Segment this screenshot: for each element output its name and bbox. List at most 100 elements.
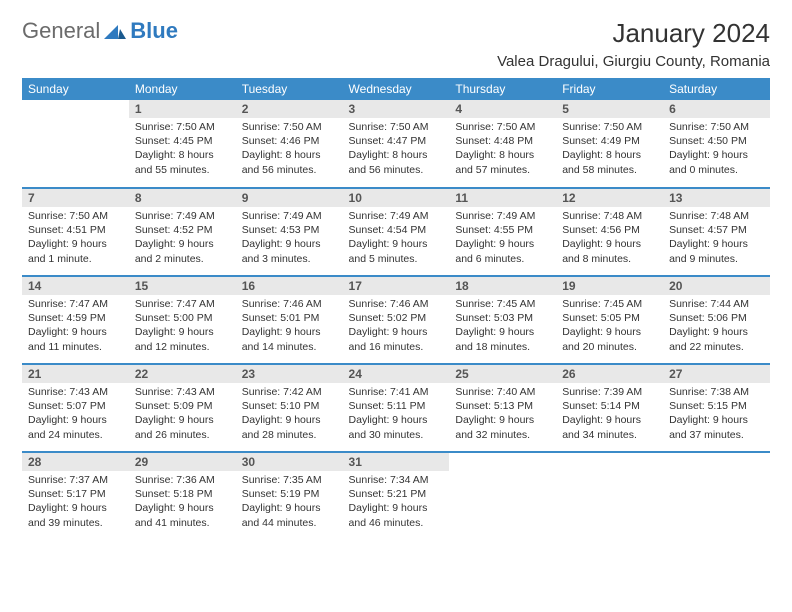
day-number: 10 xyxy=(343,189,450,207)
day-info: Sunrise: 7:50 AMSunset: 4:47 PMDaylight:… xyxy=(343,118,450,183)
location: Valea Dragului, Giurgiu County, Romania xyxy=(497,53,770,70)
calendar-cell xyxy=(449,452,556,540)
day-info: Sunrise: 7:46 AMSunset: 5:01 PMDaylight:… xyxy=(236,295,343,360)
day-number: 27 xyxy=(663,365,770,383)
calendar-cell: 6Sunrise: 7:50 AMSunset: 4:50 PMDaylight… xyxy=(663,100,770,188)
calendar-body: .1Sunrise: 7:50 AMSunset: 4:45 PMDayligh… xyxy=(22,100,770,540)
weekday-header: Saturday xyxy=(663,78,770,100)
day-info: Sunrise: 7:48 AMSunset: 4:57 PMDaylight:… xyxy=(663,207,770,272)
calendar-cell xyxy=(556,452,663,540)
logo-text-blue: Blue xyxy=(130,18,178,44)
day-number: 29 xyxy=(129,453,236,471)
day-number: 25 xyxy=(449,365,556,383)
day-number: 1 xyxy=(129,100,236,118)
day-info: Sunrise: 7:49 AMSunset: 4:55 PMDaylight:… xyxy=(449,207,556,272)
day-info: Sunrise: 7:48 AMSunset: 4:56 PMDaylight:… xyxy=(556,207,663,272)
day-number: 24 xyxy=(343,365,450,383)
day-number: 2 xyxy=(236,100,343,118)
logo-triangle-icon xyxy=(104,23,126,39)
day-info: Sunrise: 7:45 AMSunset: 5:03 PMDaylight:… xyxy=(449,295,556,360)
calendar-cell: 7Sunrise: 7:50 AMSunset: 4:51 PMDaylight… xyxy=(22,188,129,276)
day-number: 20 xyxy=(663,277,770,295)
day-number: 3 xyxy=(343,100,450,118)
day-number: 12 xyxy=(556,189,663,207)
day-info: Sunrise: 7:45 AMSunset: 5:05 PMDaylight:… xyxy=(556,295,663,360)
day-info: Sunrise: 7:50 AMSunset: 4:45 PMDaylight:… xyxy=(129,118,236,183)
day-info: Sunrise: 7:42 AMSunset: 5:10 PMDaylight:… xyxy=(236,383,343,448)
calendar-cell: 21Sunrise: 7:43 AMSunset: 5:07 PMDayligh… xyxy=(22,364,129,452)
day-info: Sunrise: 7:49 AMSunset: 4:52 PMDaylight:… xyxy=(129,207,236,272)
day-number: 31 xyxy=(343,453,450,471)
calendar-cell: 31Sunrise: 7:34 AMSunset: 5:21 PMDayligh… xyxy=(343,452,450,540)
calendar-cell: 23Sunrise: 7:42 AMSunset: 5:10 PMDayligh… xyxy=(236,364,343,452)
day-info: Sunrise: 7:49 AMSunset: 4:54 PMDaylight:… xyxy=(343,207,450,272)
weekday-header: Sunday xyxy=(22,78,129,100)
day-number: 7 xyxy=(22,189,129,207)
weekday-header: Wednesday xyxy=(343,78,450,100)
logo: General Blue xyxy=(22,18,178,44)
day-number: 30 xyxy=(236,453,343,471)
day-info: Sunrise: 7:46 AMSunset: 5:02 PMDaylight:… xyxy=(343,295,450,360)
day-number: 28 xyxy=(22,453,129,471)
day-info: Sunrise: 7:44 AMSunset: 5:06 PMDaylight:… xyxy=(663,295,770,360)
day-info: Sunrise: 7:35 AMSunset: 5:19 PMDaylight:… xyxy=(236,471,343,536)
day-info: Sunrise: 7:50 AMSunset: 4:49 PMDaylight:… xyxy=(556,118,663,183)
weekday-header: Monday xyxy=(129,78,236,100)
calendar-cell: 20Sunrise: 7:44 AMSunset: 5:06 PMDayligh… xyxy=(663,276,770,364)
day-number: 5 xyxy=(556,100,663,118)
calendar-cell: 16Sunrise: 7:46 AMSunset: 5:01 PMDayligh… xyxy=(236,276,343,364)
calendar-cell: 14Sunrise: 7:47 AMSunset: 4:59 PMDayligh… xyxy=(22,276,129,364)
day-number: 19 xyxy=(556,277,663,295)
day-number: 18 xyxy=(449,277,556,295)
day-info: Sunrise: 7:47 AMSunset: 4:59 PMDaylight:… xyxy=(22,295,129,360)
day-number: 4 xyxy=(449,100,556,118)
day-number: 15 xyxy=(129,277,236,295)
calendar-cell: 28Sunrise: 7:37 AMSunset: 5:17 PMDayligh… xyxy=(22,452,129,540)
calendar-cell: 22Sunrise: 7:43 AMSunset: 5:09 PMDayligh… xyxy=(129,364,236,452)
calendar-cell: 1Sunrise: 7:50 AMSunset: 4:45 PMDaylight… xyxy=(129,100,236,188)
title-block: January 2024 Valea Dragului, Giurgiu Cou… xyxy=(497,18,770,70)
day-number: 26 xyxy=(556,365,663,383)
calendar-cell: 8Sunrise: 7:49 AMSunset: 4:52 PMDaylight… xyxy=(129,188,236,276)
calendar-cell: 3Sunrise: 7:50 AMSunset: 4:47 PMDaylight… xyxy=(343,100,450,188)
day-info: Sunrise: 7:43 AMSunset: 5:09 PMDaylight:… xyxy=(129,383,236,448)
day-info: Sunrise: 7:50 AMSunset: 4:48 PMDaylight:… xyxy=(449,118,556,183)
weekday-header: Thursday xyxy=(449,78,556,100)
day-info: Sunrise: 7:36 AMSunset: 5:18 PMDaylight:… xyxy=(129,471,236,536)
day-info: Sunrise: 7:34 AMSunset: 5:21 PMDaylight:… xyxy=(343,471,450,536)
day-info: Sunrise: 7:41 AMSunset: 5:11 PMDaylight:… xyxy=(343,383,450,448)
calendar-cell: 13Sunrise: 7:48 AMSunset: 4:57 PMDayligh… xyxy=(663,188,770,276)
day-number: 6 xyxy=(663,100,770,118)
day-info: Sunrise: 7:50 AMSunset: 4:50 PMDaylight:… xyxy=(663,118,770,183)
day-number: 9 xyxy=(236,189,343,207)
calendar-cell: 12Sunrise: 7:48 AMSunset: 4:56 PMDayligh… xyxy=(556,188,663,276)
day-number: 21 xyxy=(22,365,129,383)
calendar-cell: 24Sunrise: 7:41 AMSunset: 5:11 PMDayligh… xyxy=(343,364,450,452)
day-info: Sunrise: 7:40 AMSunset: 5:13 PMDaylight:… xyxy=(449,383,556,448)
calendar-cell: 2Sunrise: 7:50 AMSunset: 4:46 PMDaylight… xyxy=(236,100,343,188)
calendar-cell: 9Sunrise: 7:49 AMSunset: 4:53 PMDaylight… xyxy=(236,188,343,276)
calendar-cell: 4Sunrise: 7:50 AMSunset: 4:48 PMDaylight… xyxy=(449,100,556,188)
calendar-cell: 25Sunrise: 7:40 AMSunset: 5:13 PMDayligh… xyxy=(449,364,556,452)
calendar-cell: 30Sunrise: 7:35 AMSunset: 5:19 PMDayligh… xyxy=(236,452,343,540)
day-info: Sunrise: 7:43 AMSunset: 5:07 PMDaylight:… xyxy=(22,383,129,448)
day-info: Sunrise: 7:50 AMSunset: 4:51 PMDaylight:… xyxy=(22,207,129,272)
logo-text-general: General xyxy=(22,18,100,44)
day-number: 17 xyxy=(343,277,450,295)
day-info: Sunrise: 7:37 AMSunset: 5:17 PMDaylight:… xyxy=(22,471,129,536)
day-number: 22 xyxy=(129,365,236,383)
calendar-cell: 17Sunrise: 7:46 AMSunset: 5:02 PMDayligh… xyxy=(343,276,450,364)
day-info: Sunrise: 7:50 AMSunset: 4:46 PMDaylight:… xyxy=(236,118,343,183)
day-info: Sunrise: 7:38 AMSunset: 5:15 PMDaylight:… xyxy=(663,383,770,448)
calendar-cell: 5Sunrise: 7:50 AMSunset: 4:49 PMDaylight… xyxy=(556,100,663,188)
day-number: 16 xyxy=(236,277,343,295)
day-number: 11 xyxy=(449,189,556,207)
weekday-header: Tuesday xyxy=(236,78,343,100)
month-title: January 2024 xyxy=(497,18,770,49)
day-info: Sunrise: 7:47 AMSunset: 5:00 PMDaylight:… xyxy=(129,295,236,360)
header: General Blue January 2024 Valea Dragului… xyxy=(22,18,770,70)
calendar-cell: . xyxy=(22,100,129,188)
day-number: 23 xyxy=(236,365,343,383)
calendar-cell: 27Sunrise: 7:38 AMSunset: 5:15 PMDayligh… xyxy=(663,364,770,452)
calendar-cell: 11Sunrise: 7:49 AMSunset: 4:55 PMDayligh… xyxy=(449,188,556,276)
